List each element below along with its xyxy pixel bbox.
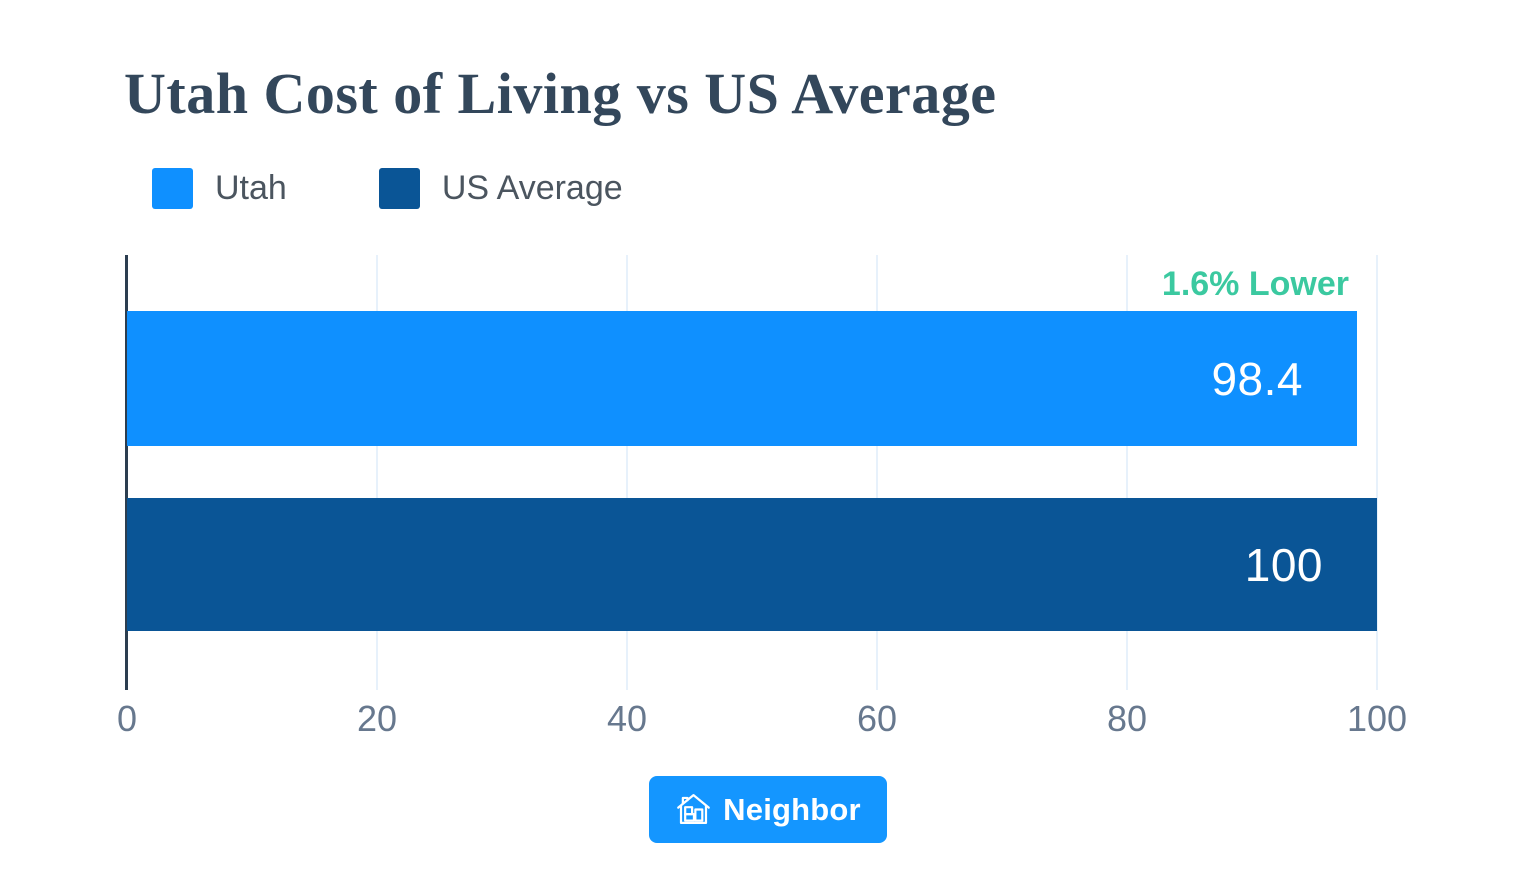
brand-label: Neighbor (723, 791, 861, 827)
bar-value-label: 98.4 (1211, 352, 1303, 405)
chart-title: Utah Cost of Living vs US Average (124, 61, 997, 126)
x-tick-label-40: 40 (606, 698, 648, 739)
x-tick-label-0: 0 (116, 698, 138, 739)
gridline-80 (1126, 255, 1128, 690)
plot-area: 1.6% Lower 98.4 100 (125, 255, 1378, 690)
gridline-100 (1376, 255, 1378, 690)
difference-annotation: 1.6% Lower (1161, 265, 1349, 303)
bar-us-average: 100 (127, 498, 1377, 631)
legend: Utah US Average (152, 168, 623, 209)
legend-swatch-utah (152, 168, 193, 209)
neighbor-brand-button[interactable]: Neighbor (649, 776, 887, 843)
x-tick-label-100: 100 (1346, 698, 1408, 739)
gridline-20 (376, 255, 378, 690)
legend-swatch-us-average (378, 168, 420, 209)
legend-item-utah: Utah (152, 168, 287, 209)
x-tick-label-80: 80 (1106, 698, 1148, 739)
gridline-60 (876, 255, 878, 690)
bar-utah: 98.4 (127, 311, 1357, 446)
legend-item-us-average: US Average (378, 168, 623, 209)
x-tick-label-60: 60 (856, 698, 898, 739)
legend-label: US Average (441, 169, 623, 207)
x-axis-ticks: 0 20 40 60 80 100 (117, 698, 1407, 742)
y-axis-line (125, 255, 128, 690)
house-icon (677, 794, 711, 825)
x-tick-label-20: 20 (356, 698, 398, 739)
bar-value-label: 100 (1244, 538, 1323, 591)
legend-label: Utah (215, 169, 287, 207)
gridline-40 (626, 255, 628, 690)
footer: Neighbor (0, 776, 1536, 843)
